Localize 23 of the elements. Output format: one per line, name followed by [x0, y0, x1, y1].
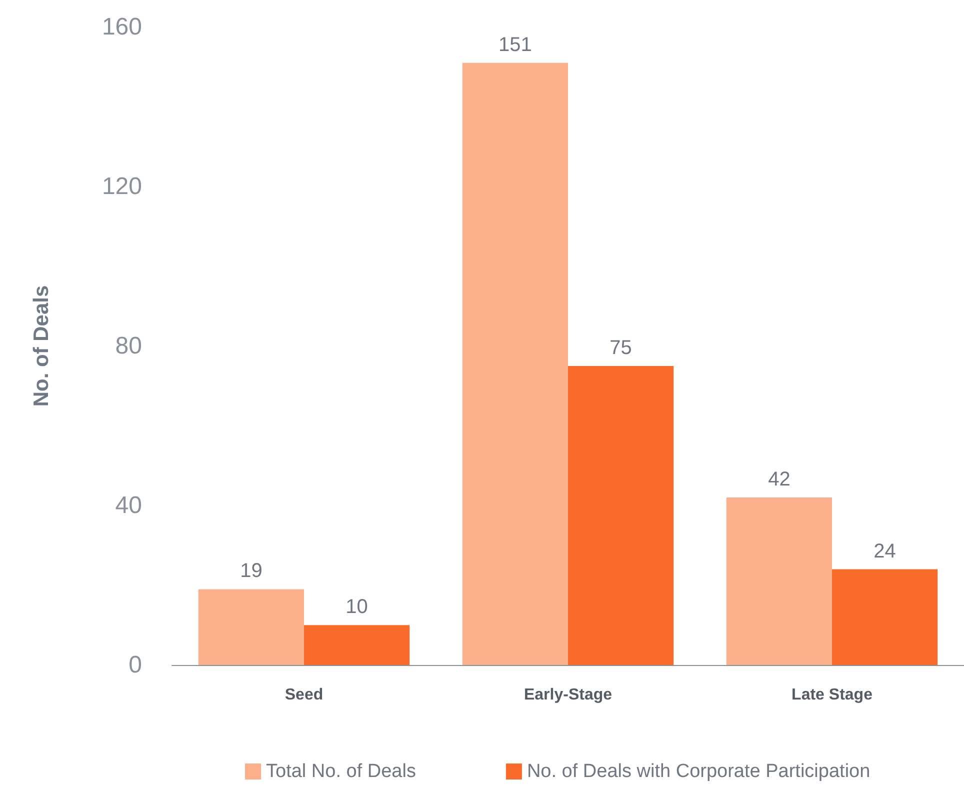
- bar: [198, 589, 304, 665]
- bar: [462, 62, 568, 665]
- x-tick-label: Early-Stage: [524, 686, 612, 704]
- data-label: 42: [768, 468, 790, 491]
- data-label: 10: [346, 596, 368, 618]
- bar: [726, 498, 832, 665]
- x-tick-label: Late Stage: [792, 686, 873, 704]
- x-tick-label: Seed: [284, 686, 324, 704]
- bar: [832, 569, 938, 665]
- bar: [304, 625, 410, 665]
- legend-label: Total No. of Deals: [266, 761, 416, 782]
- legend-label: No. of Deals with Corporate Participation: [526, 761, 870, 782]
- data-label: 75: [610, 336, 632, 359]
- data-label: 24: [874, 540, 896, 562]
- data-label: 19: [240, 560, 262, 582]
- y-tick-label: 120: [102, 173, 142, 200]
- data-label: 151: [498, 34, 532, 56]
- bar: [568, 366, 674, 665]
- y-tick-label: 40: [115, 492, 142, 519]
- y-tick-label: 160: [102, 14, 142, 40]
- y-axis-title: No. of Deals: [30, 285, 53, 407]
- y-tick-label: 0: [128, 652, 142, 678]
- y-tick-label: 80: [115, 332, 142, 360]
